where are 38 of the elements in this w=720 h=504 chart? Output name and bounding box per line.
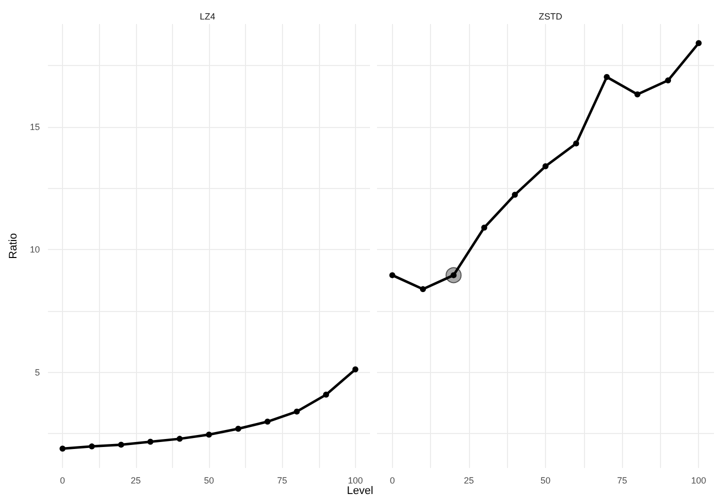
point [542,163,548,170]
y-tick-label: 10 [30,244,40,255]
point [512,192,518,198]
point [206,432,212,438]
x-tick-label: 0 [60,476,66,486]
x-tick-label: 50 [540,476,551,486]
x-tick-label: 50 [204,476,214,486]
x-tick-label: 100 [691,476,706,486]
x-tick-label: 100 [348,476,363,486]
point [389,272,396,278]
point [118,442,124,448]
point [147,438,154,445]
x-tick-label: 0 [390,476,395,486]
chart-title: LZ4 [200,12,216,22]
chart-title: ZSTD [538,12,563,22]
point [604,74,610,80]
y-tick-label: 15 [30,122,40,132]
point [176,436,183,442]
y-tick-label: 5 [34,367,40,378]
point [352,366,358,372]
point [696,40,702,46]
point [60,446,66,452]
point [323,392,330,398]
x-tick-label: 75 [277,476,288,486]
point [294,408,300,415]
x-tick-label: 25 [130,476,141,486]
point [665,77,672,84]
x-axis-title: Level [346,485,374,497]
point [235,426,242,432]
point [420,286,426,292]
x-tick-label: 75 [617,476,628,486]
point [481,224,488,231]
x-tick-label: 25 [464,476,474,486]
point [634,91,640,98]
y-axis-title: Ratio [8,233,20,259]
point [264,418,271,425]
point [88,443,95,450]
point [573,140,580,146]
